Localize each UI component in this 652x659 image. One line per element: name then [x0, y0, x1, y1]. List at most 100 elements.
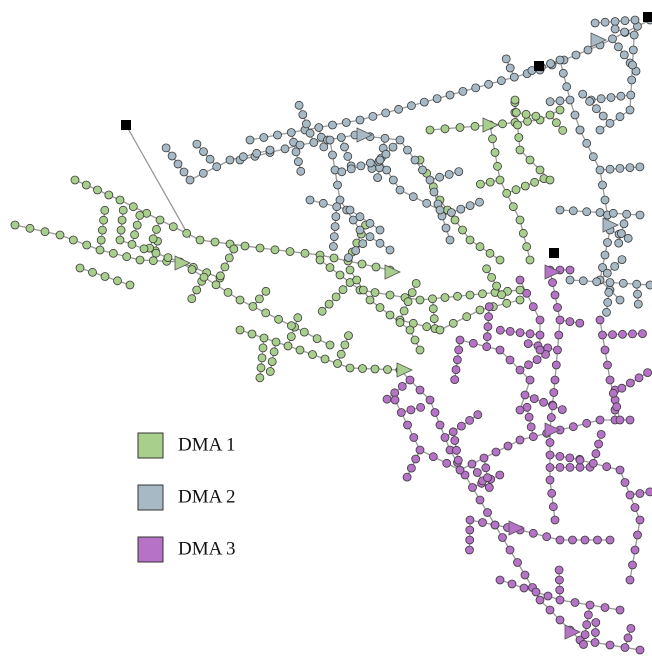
- junction: [328, 120, 337, 130]
- junction: [615, 605, 625, 615]
- junction: [455, 465, 465, 475]
- junction: [505, 545, 515, 555]
- junction: [593, 535, 602, 545]
- junction: [626, 624, 636, 633]
- junction: [365, 218, 375, 228]
- junction: [337, 167, 347, 177]
- junction: [591, 449, 601, 459]
- junction: [539, 397, 548, 407]
- junction: [167, 151, 177, 161]
- junction: [301, 119, 311, 129]
- junction: [312, 334, 322, 344]
- junction: [495, 175, 505, 185]
- junction: [390, 388, 400, 398]
- junction: [415, 385, 425, 395]
- junction: [240, 241, 250, 251]
- junction: [483, 473, 492, 483]
- junction: [293, 313, 303, 323]
- junction: [269, 347, 279, 357]
- junction: [625, 105, 635, 115]
- junction: [513, 558, 522, 567]
- junction: [454, 167, 464, 177]
- junction: [450, 215, 460, 225]
- junction: [305, 128, 315, 138]
- junction: [273, 130, 282, 140]
- pipe: [336, 335, 350, 364]
- junction: [407, 288, 417, 298]
- junction: [505, 63, 515, 73]
- junction: [425, 395, 435, 405]
- junction: [551, 360, 561, 370]
- junction: [130, 230, 140, 240]
- junction: [440, 433, 450, 442]
- junction: [479, 453, 489, 463]
- junction: [610, 261, 620, 271]
- junction: [442, 458, 452, 468]
- junction: [319, 142, 329, 152]
- junction: [450, 436, 460, 445]
- junction: [514, 133, 524, 142]
- junction: [355, 212, 365, 222]
- junction: [325, 263, 335, 272]
- junction: [532, 355, 542, 365]
- junction: [605, 118, 615, 128]
- junction: [529, 394, 539, 404]
- junction: [575, 318, 585, 328]
- junction: [483, 508, 492, 517]
- junction: [187, 265, 197, 275]
- junction: [435, 420, 445, 430]
- junction: [298, 110, 308, 119]
- junction: [127, 239, 137, 249]
- junction: [605, 375, 615, 385]
- junction: [495, 325, 505, 335]
- junction: [410, 155, 420, 165]
- junction: [468, 338, 478, 348]
- junction: [582, 207, 592, 217]
- junction: [550, 515, 560, 525]
- junction: [331, 212, 341, 222]
- junction: [93, 185, 102, 195]
- junction: [545, 97, 555, 106]
- junction: [603, 297, 613, 307]
- junction: [325, 340, 335, 350]
- junction: [409, 433, 419, 442]
- junction: [628, 45, 638, 55]
- junction: [467, 459, 477, 469]
- junction: [286, 321, 296, 331]
- junction: [617, 383, 627, 393]
- junction: [600, 195, 610, 205]
- junction: [524, 360, 533, 370]
- junction: [161, 143, 171, 153]
- pipe: [429, 170, 459, 181]
- reservoir: [643, 12, 652, 22]
- junction: [524, 412, 534, 422]
- pipe: [431, 298, 436, 329]
- junction: [370, 288, 380, 297]
- junction: [395, 318, 405, 327]
- junction: [475, 197, 484, 207]
- junction: [220, 262, 230, 272]
- junction: [645, 280, 652, 290]
- junction: [148, 256, 158, 266]
- junction: [625, 415, 635, 425]
- junction: [280, 144, 290, 154]
- junction: [546, 413, 556, 422]
- junction: [546, 59, 555, 68]
- pipe: [519, 353, 546, 371]
- junction: [416, 402, 426, 412]
- junction: [547, 488, 557, 498]
- junction: [10, 220, 20, 230]
- junction: [568, 206, 578, 216]
- junction: [261, 286, 271, 296]
- junction: [497, 290, 507, 300]
- pipe: [196, 143, 218, 168]
- junction: [633, 299, 643, 309]
- junction: [81, 180, 91, 190]
- junction: [325, 135, 335, 145]
- junction: [465, 545, 474, 555]
- junction: [408, 192, 418, 202]
- junction: [626, 90, 636, 100]
- junction: [602, 462, 612, 472]
- junction: [453, 455, 463, 465]
- junction: [435, 172, 445, 182]
